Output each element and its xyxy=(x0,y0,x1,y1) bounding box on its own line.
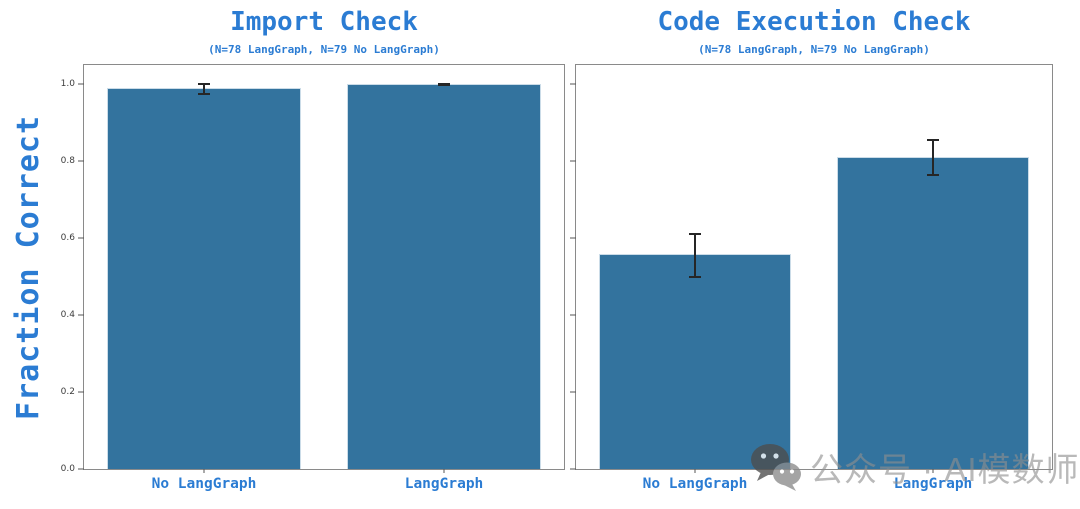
y-tick xyxy=(78,468,84,470)
bar-langgraph xyxy=(346,84,542,469)
y-tick xyxy=(570,468,576,470)
error-bar-cap xyxy=(689,233,701,236)
bar-langgraph xyxy=(836,157,1030,469)
y-tick xyxy=(78,314,84,316)
error-bar-cap xyxy=(689,275,701,278)
error-bar-langgraph xyxy=(927,139,939,176)
chart-subtitle-code-execution-check: (N=78 LangGraph, N=79 No LangGraph) xyxy=(698,42,930,56)
error-bar-no-langgraph xyxy=(198,83,210,95)
chart-title-import-check: Import Check xyxy=(230,7,418,37)
x-tick xyxy=(203,469,205,473)
x-tick xyxy=(932,469,934,473)
x-tick xyxy=(443,469,445,473)
error-bar-cap xyxy=(198,83,210,86)
bar-no-langgraph xyxy=(598,253,792,469)
y-tick xyxy=(78,160,84,162)
y-tick xyxy=(570,160,576,162)
y-tick-label: 0.8 xyxy=(60,156,75,167)
x-tick-label-no-langgraph: No LangGraph xyxy=(151,476,257,492)
error-bar-langgraph xyxy=(438,83,450,87)
y-tick xyxy=(570,314,576,316)
y-axis-label: Fraction Correct xyxy=(6,64,50,470)
y-tick-label: 0.2 xyxy=(60,387,75,398)
plot-code-execution-check: No LangGraph LangGraph xyxy=(570,64,1053,492)
error-bar-cap xyxy=(198,92,210,95)
y-tick xyxy=(78,83,84,85)
chart-subtitle-import-check: (N=78 LangGraph, N=79 No LangGraph) xyxy=(208,42,440,56)
x-tick-label-langgraph: LangGraph xyxy=(893,476,973,492)
y-tick xyxy=(570,391,576,393)
plot-import-check: 0.0 0.2 0.4 0.6 0.8 1.0 No LangGraph LangGraph xyxy=(61,64,565,492)
title-block-code-execution-check: Code Execution Check (N=78 LangGraph, N=… xyxy=(575,7,1053,56)
y-tick-label: 0.0 xyxy=(60,464,75,474)
title-block-import-check: Import Check (N=78 LangGraph, N=79 No La… xyxy=(83,7,565,56)
error-bar-cap xyxy=(927,139,939,142)
y-axis-label-text: Fraction Correct xyxy=(10,114,46,420)
y-tick-label: 0.4 xyxy=(60,310,75,321)
chart-title-code-execution-check: Code Execution Check xyxy=(657,7,971,37)
x-tick-label-langgraph: LangGraph xyxy=(404,476,484,492)
y-tick xyxy=(570,83,576,85)
bar-no-langgraph xyxy=(106,88,302,469)
y-tick xyxy=(78,391,84,393)
error-bar-cap xyxy=(927,173,939,176)
y-tick xyxy=(78,237,84,239)
error-bar-cap xyxy=(438,83,450,86)
y-tick-label: 1.0 xyxy=(60,79,75,90)
error-bar-cap xyxy=(438,84,450,87)
x-tick xyxy=(694,469,696,473)
y-tick xyxy=(570,237,576,239)
error-bar-no-langgraph xyxy=(689,233,701,278)
y-tick-label: 0.6 xyxy=(60,233,75,244)
x-tick-label-no-langgraph: No LangGraph xyxy=(642,476,748,492)
